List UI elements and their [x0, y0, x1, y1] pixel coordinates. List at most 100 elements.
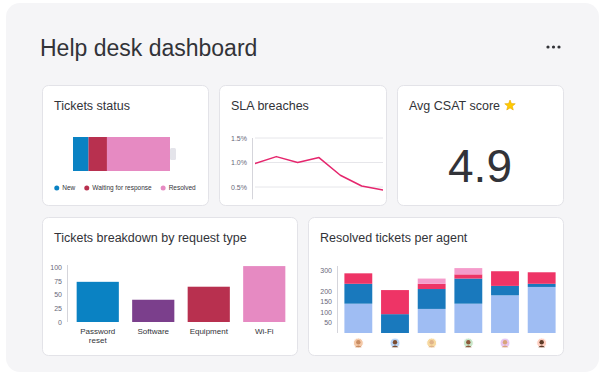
- value-axis: 0.5% 1.0% 1.5%: [231, 135, 383, 191]
- menu-dot: [552, 45, 555, 48]
- bar: [454, 274, 482, 278]
- agent-avatar: [500, 338, 510, 348]
- menu-dot: [546, 45, 549, 48]
- chart-card: Tickets breakdown by request type 0 25 50 75…: [43, 218, 298, 356]
- axis-line: [337, 266, 338, 333]
- bar: [132, 300, 174, 322]
- bar: [491, 271, 519, 286]
- legend-label: Resolved: [169, 184, 196, 191]
- chart-card: SLA breaches 0.5% 1.0% 1.5%: [220, 86, 387, 206]
- avatar-bg: [390, 338, 400, 348]
- chart-title: Tickets breakdown by request type: [54, 231, 247, 245]
- tick-label: 1.0%: [231, 159, 247, 166]
- avatar-body: [465, 346, 472, 348]
- more-menu[interactable]: [546, 45, 560, 48]
- plot-area: [344, 268, 555, 333]
- tick-label: 0.5%: [231, 184, 247, 191]
- chart-title: Resolved tickets per agent: [320, 231, 468, 245]
- tick-label: 200: [320, 288, 332, 295]
- legend-item: Resolved: [161, 184, 196, 191]
- chart-title: SLA breaches: [231, 99, 309, 113]
- bar: [454, 304, 482, 333]
- kpi-card: Avg CSAT score4.9: [398, 86, 564, 206]
- avatar-face: [356, 340, 360, 344]
- tick-label: 75: [54, 278, 62, 285]
- avatar-face: [539, 340, 543, 344]
- kpi-value: 4.9: [448, 140, 512, 192]
- legend-item: New: [54, 184, 75, 191]
- avatar-body: [538, 346, 545, 348]
- bar: [344, 304, 372, 333]
- axis-line: [252, 138, 253, 199]
- tick-label: 25: [54, 305, 62, 312]
- avatar-face: [466, 340, 470, 344]
- grid-line: [255, 138, 383, 139]
- category-label-line: reset: [89, 336, 108, 345]
- bar: [418, 279, 446, 284]
- category-label: Wi-Fi: [255, 327, 274, 336]
- bar: [381, 314, 409, 333]
- bar: [528, 287, 556, 333]
- tick-label: 100: [50, 264, 62, 271]
- legend-item: Waiting for response: [84, 184, 152, 192]
- bar: [107, 137, 170, 171]
- avatar-bg: [427, 338, 437, 348]
- legend-swatch: [54, 186, 59, 191]
- avatar-body: [355, 346, 362, 348]
- avatar-body: [428, 346, 435, 348]
- bar: [528, 272, 556, 284]
- avatar-body: [502, 346, 509, 348]
- bar: [454, 268, 482, 274]
- avatar-face: [393, 340, 397, 344]
- bar: [381, 290, 409, 291]
- chart-card: Resolved tickets per agent 50 100 150 200 300: [309, 218, 564, 356]
- plot-area: [255, 157, 383, 190]
- bar: [344, 284, 372, 304]
- card-frame: [398, 86, 564, 206]
- dashboard-panel: [6, 3, 599, 372]
- tick-label: 150: [320, 298, 332, 305]
- category-label: Passwordreset: [80, 327, 115, 345]
- value-axis: 50 100 150 200 300: [320, 267, 332, 326]
- dashboard-title: Help desk dashboard: [40, 35, 257, 61]
- agent-avatar: [537, 338, 547, 348]
- category-label: Equipment: [190, 327, 229, 336]
- avatar-bg: [500, 338, 510, 348]
- range-frame: [73, 137, 170, 171]
- plot-area: [73, 137, 170, 171]
- value-axis: 0 25 50 75 100: [50, 264, 62, 325]
- bar: [344, 273, 372, 283]
- bar: [73, 137, 89, 171]
- category-label: Software: [137, 327, 169, 336]
- bar: [418, 284, 446, 289]
- bar: [89, 137, 107, 171]
- legend-swatch: [84, 186, 89, 191]
- bar: [188, 287, 230, 322]
- agent-avatar: [390, 338, 400, 348]
- tick-label: 50: [324, 319, 332, 326]
- bar: [418, 289, 446, 309]
- bar: [491, 286, 519, 295]
- avatar-face: [429, 340, 433, 344]
- star-icon: [505, 100, 515, 110]
- tick-label: 300: [320, 267, 332, 274]
- tick-label: 0: [58, 319, 62, 326]
- bar: [491, 295, 519, 333]
- plot-area: [77, 266, 286, 322]
- bar: [344, 273, 372, 274]
- line: [255, 157, 383, 190]
- legend-label: New: [62, 184, 75, 191]
- bar: [454, 279, 482, 304]
- category-label-line: Password: [80, 327, 115, 336]
- tick-label: 1.5%: [231, 135, 247, 142]
- avatar-bg: [353, 338, 363, 348]
- tick-label: 100: [320, 309, 332, 316]
- legend-swatch: [161, 186, 166, 191]
- agent-avatar: [427, 338, 437, 348]
- menu-dot: [557, 45, 560, 48]
- tick-label: 50: [54, 291, 62, 298]
- avatar-bg: [537, 338, 547, 348]
- page: {"header": {"title": "Help desk dashboar…: [0, 0, 605, 376]
- chart-card: Tickets statusNewWaiting for responseRes…: [43, 86, 209, 206]
- bar: [491, 271, 519, 272]
